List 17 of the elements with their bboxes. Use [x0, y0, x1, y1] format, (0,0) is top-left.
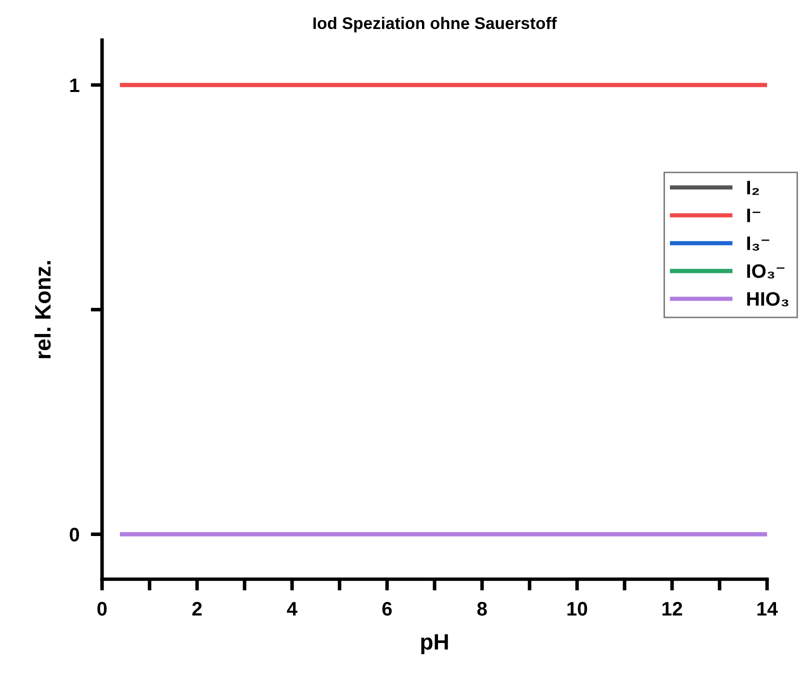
legend-label: IO₃⁻ — [747, 264, 784, 279]
x-axis-title: pH — [421, 634, 448, 654]
x-tick-label: 12 — [662, 602, 682, 616]
x-tick-label: 4 — [286, 602, 298, 616]
x-tick-label: 14 — [757, 602, 778, 616]
x-tick-label: 6 — [382, 602, 392, 616]
chart-title: Iod Speziation ohne Sauerstoff — [313, 16, 557, 32]
legend-label: I₂ — [747, 180, 759, 195]
x-tick-label: 10 — [567, 602, 588, 616]
legend-label: I⁻ — [747, 208, 760, 222]
legend-label: I₃⁻ — [747, 236, 770, 251]
x-tick-label: 0 — [97, 602, 107, 616]
legend-label: HIO₃ — [747, 292, 788, 306]
y-axis-title: rel. Konz. — [34, 261, 51, 358]
x-tick-label: 2 — [192, 602, 202, 616]
y-tick-label: 1 — [70, 78, 80, 92]
x-tick-label: 8 — [477, 602, 487, 616]
